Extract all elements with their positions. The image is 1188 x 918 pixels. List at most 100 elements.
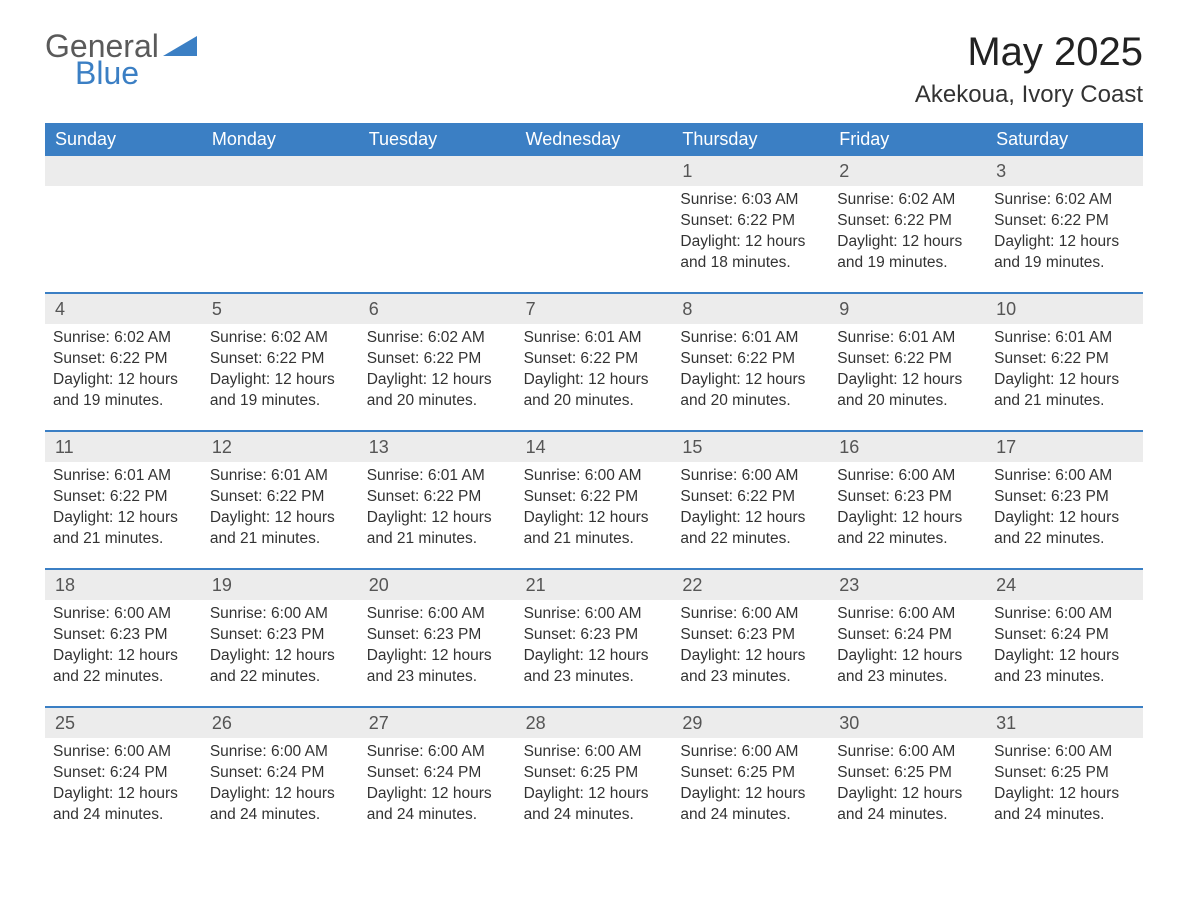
calendar-day-cell: 18Sunrise: 6:00 AMSunset: 6:23 PMDayligh…: [45, 568, 202, 706]
daylight-line: Daylight: 12 hours and 22 minutes.: [837, 508, 978, 550]
calendar-day-cell: 5Sunrise: 6:02 AMSunset: 6:22 PMDaylight…: [202, 292, 359, 430]
sunset-line: Sunset: 6:22 PM: [994, 349, 1135, 370]
day-number: 11: [45, 430, 202, 462]
calendar-day-cell: 23Sunrise: 6:00 AMSunset: 6:24 PMDayligh…: [829, 568, 986, 706]
day-number: 3: [986, 156, 1143, 186]
daylight-line: Daylight: 12 hours and 23 minutes.: [680, 646, 821, 688]
calendar-day-cell: 4Sunrise: 6:02 AMSunset: 6:22 PMDaylight…: [45, 292, 202, 430]
sunset-line: Sunset: 6:22 PM: [680, 487, 821, 508]
daylight-line: Daylight: 12 hours and 22 minutes.: [680, 508, 821, 550]
daylight-line: Daylight: 12 hours and 22 minutes.: [994, 508, 1135, 550]
daylight-line: Daylight: 12 hours and 23 minutes.: [367, 646, 508, 688]
day-number: 21: [516, 568, 673, 600]
daylight-line: Daylight: 12 hours and 22 minutes.: [210, 646, 351, 688]
calendar-day-cell: 17Sunrise: 6:00 AMSunset: 6:23 PMDayligh…: [986, 430, 1143, 568]
daylight-line: Daylight: 12 hours and 24 minutes.: [680, 784, 821, 826]
daylight-line: Daylight: 12 hours and 20 minutes.: [837, 370, 978, 412]
calendar-day-cell: 13Sunrise: 6:01 AMSunset: 6:22 PMDayligh…: [359, 430, 516, 568]
day-number: 5: [202, 292, 359, 324]
day-number: 13: [359, 430, 516, 462]
daylight-line: Daylight: 12 hours and 21 minutes.: [994, 370, 1135, 412]
calendar-day-cell: 25Sunrise: 6:00 AMSunset: 6:24 PMDayligh…: [45, 706, 202, 844]
daylight-line: Daylight: 12 hours and 24 minutes.: [837, 784, 978, 826]
daylight-line: Daylight: 12 hours and 23 minutes.: [994, 646, 1135, 688]
daylight-line: Daylight: 12 hours and 20 minutes.: [367, 370, 508, 412]
sunrise-line: Sunrise: 6:01 AM: [524, 328, 665, 349]
sunset-line: Sunset: 6:23 PM: [837, 487, 978, 508]
calendar-day-cell: 28Sunrise: 6:00 AMSunset: 6:25 PMDayligh…: [516, 706, 673, 844]
calendar-grid: SundayMondayTuesdayWednesdayThursdayFrid…: [45, 123, 1143, 844]
daylight-line: Daylight: 12 hours and 21 minutes.: [524, 508, 665, 550]
calendar-header-cell: Thursday: [672, 123, 829, 156]
sunrise-line: Sunrise: 6:01 AM: [53, 466, 194, 487]
sunset-line: Sunset: 6:24 PM: [837, 625, 978, 646]
daylight-line: Daylight: 12 hours and 19 minutes.: [994, 232, 1135, 274]
sunset-line: Sunset: 6:22 PM: [53, 349, 194, 370]
day-number: .: [359, 156, 516, 186]
daylight-line: Daylight: 12 hours and 24 minutes.: [367, 784, 508, 826]
calendar-empty-cell: .: [516, 156, 673, 292]
sunset-line: Sunset: 6:22 PM: [367, 487, 508, 508]
title-block: May 2025 Akekoua, Ivory Coast: [915, 30, 1143, 109]
day-number: .: [516, 156, 673, 186]
sunset-line: Sunset: 6:23 PM: [210, 625, 351, 646]
sunrise-line: Sunrise: 6:00 AM: [994, 742, 1135, 763]
day-number: 23: [829, 568, 986, 600]
page-title: May 2025: [915, 30, 1143, 75]
sunrise-line: Sunrise: 6:00 AM: [524, 466, 665, 487]
sunrise-line: Sunrise: 6:01 AM: [837, 328, 978, 349]
sunrise-line: Sunrise: 6:02 AM: [53, 328, 194, 349]
daylight-line: Daylight: 12 hours and 24 minutes.: [210, 784, 351, 826]
sunset-line: Sunset: 6:22 PM: [994, 211, 1135, 232]
daylight-line: Daylight: 12 hours and 24 minutes.: [994, 784, 1135, 826]
sunrise-line: Sunrise: 6:00 AM: [680, 466, 821, 487]
day-number: 8: [672, 292, 829, 324]
calendar-day-cell: 22Sunrise: 6:00 AMSunset: 6:23 PMDayligh…: [672, 568, 829, 706]
day-number: .: [202, 156, 359, 186]
sunrise-line: Sunrise: 6:00 AM: [837, 742, 978, 763]
sunset-line: Sunset: 6:22 PM: [680, 211, 821, 232]
day-number: .: [45, 156, 202, 186]
logo-triangle-icon: [163, 34, 197, 63]
calendar-header-cell: Friday: [829, 123, 986, 156]
sunrise-line: Sunrise: 6:00 AM: [367, 742, 508, 763]
sunset-line: Sunset: 6:24 PM: [53, 763, 194, 784]
calendar-week-row: 25Sunrise: 6:00 AMSunset: 6:24 PMDayligh…: [45, 706, 1143, 844]
calendar-day-cell: 14Sunrise: 6:00 AMSunset: 6:22 PMDayligh…: [516, 430, 673, 568]
sunrise-line: Sunrise: 6:00 AM: [367, 604, 508, 625]
calendar-day-cell: 26Sunrise: 6:00 AMSunset: 6:24 PMDayligh…: [202, 706, 359, 844]
daylight-line: Daylight: 12 hours and 24 minutes.: [524, 784, 665, 826]
sunrise-line: Sunrise: 6:00 AM: [524, 742, 665, 763]
calendar-empty-cell: .: [359, 156, 516, 292]
day-number: 4: [45, 292, 202, 324]
sunset-line: Sunset: 6:23 PM: [680, 625, 821, 646]
sunrise-line: Sunrise: 6:01 AM: [210, 466, 351, 487]
daylight-line: Daylight: 12 hours and 22 minutes.: [53, 646, 194, 688]
daylight-line: Daylight: 12 hours and 23 minutes.: [837, 646, 978, 688]
sunrise-line: Sunrise: 6:01 AM: [680, 328, 821, 349]
calendar-week-row: 11Sunrise: 6:01 AMSunset: 6:22 PMDayligh…: [45, 430, 1143, 568]
daylight-line: Daylight: 12 hours and 18 minutes.: [680, 232, 821, 274]
calendar-day-cell: 21Sunrise: 6:00 AMSunset: 6:23 PMDayligh…: [516, 568, 673, 706]
day-number: 25: [45, 706, 202, 738]
day-number: 17: [986, 430, 1143, 462]
sunrise-line: Sunrise: 6:03 AM: [680, 190, 821, 211]
day-number: 1: [672, 156, 829, 186]
sunset-line: Sunset: 6:23 PM: [53, 625, 194, 646]
calendar-day-cell: 8Sunrise: 6:01 AMSunset: 6:22 PMDaylight…: [672, 292, 829, 430]
sunset-line: Sunset: 6:23 PM: [524, 625, 665, 646]
day-number: 24: [986, 568, 1143, 600]
sunset-line: Sunset: 6:22 PM: [210, 349, 351, 370]
day-number: 26: [202, 706, 359, 738]
daylight-line: Daylight: 12 hours and 19 minutes.: [837, 232, 978, 274]
sunrise-line: Sunrise: 6:02 AM: [367, 328, 508, 349]
sunset-line: Sunset: 6:24 PM: [367, 763, 508, 784]
sunset-line: Sunset: 6:25 PM: [994, 763, 1135, 784]
sunrise-line: Sunrise: 6:00 AM: [994, 466, 1135, 487]
daylight-line: Daylight: 12 hours and 21 minutes.: [53, 508, 194, 550]
brand-logo: General Blue: [45, 30, 197, 89]
day-number: 29: [672, 706, 829, 738]
sunrise-line: Sunrise: 6:01 AM: [994, 328, 1135, 349]
sunrise-line: Sunrise: 6:02 AM: [837, 190, 978, 211]
sunrise-line: Sunrise: 6:00 AM: [680, 742, 821, 763]
